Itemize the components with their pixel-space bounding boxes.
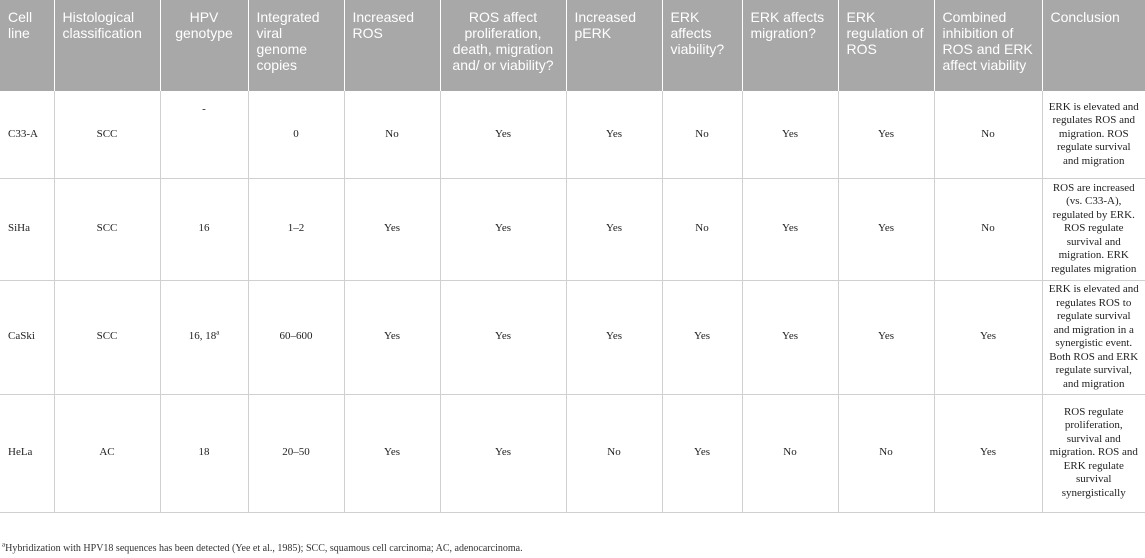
genome-copies: 20–50 <box>248 394 345 513</box>
header-cell-line: Cell line <box>0 0 55 91</box>
header-erk-migration: ERK affects migration? <box>742 0 839 91</box>
erk-migration: Yes <box>742 280 839 395</box>
erk-viability: No <box>662 178 743 281</box>
table-footnote: aHybridization with HPV18 sequences has … <box>2 540 523 554</box>
ros-affect: Yes <box>440 394 567 513</box>
combined-inhibition: Yes <box>934 394 1043 513</box>
genome-copies: 60–600 <box>248 280 345 395</box>
erk-viability: Yes <box>662 280 743 395</box>
header-conclusion: Conclusion <box>1042 0 1145 91</box>
combined-inhibition: No <box>934 178 1043 281</box>
cell-line: SiHa <box>0 178 55 281</box>
increased-perk: Yes <box>566 280 663 395</box>
conclusion: ROS are increased (vs. C33-A), regulated… <box>1042 178 1145 281</box>
header-row: Cell line Histological classification HP… <box>0 0 1145 91</box>
histology: AC <box>54 394 161 513</box>
genome-copies: 0 <box>248 91 345 179</box>
increased-perk: Yes <box>566 91 663 179</box>
erk-migration: Yes <box>742 178 839 281</box>
header-genome-copies: Integrated viral genome copies <box>248 0 345 91</box>
erk-migration: No <box>742 394 839 513</box>
histology: SCC <box>54 280 161 395</box>
hpv-genotype: 16 <box>160 178 249 281</box>
genotype-value: 16 <box>198 222 210 235</box>
erk-viability: No <box>662 91 743 179</box>
hpv-genotype: - <box>160 91 249 179</box>
ros-affect: Yes <box>440 178 567 281</box>
header-erk-ros: ERK regulation of ROS <box>838 0 935 91</box>
header-combined-inhibition: Combined inhibition of ROS and ERK affec… <box>934 0 1043 91</box>
conclusion: ROS regulate proliferation, survival and… <box>1042 394 1145 513</box>
header-histology: Histological classification <box>54 0 161 91</box>
increased-perk: Yes <box>566 178 663 281</box>
histology: SCC <box>54 178 161 281</box>
table-row: HeLa AC 18 20–50 Yes Yes No Yes No No Ye… <box>0 394 1145 513</box>
genotype-footnote-marker: a <box>216 328 220 337</box>
cell-line: CaSki <box>0 280 55 395</box>
erk-viability: Yes <box>662 394 743 513</box>
cell-line: C33-A <box>0 91 55 179</box>
conclusion: ERK is elevated and regulates ROS and mi… <box>1042 91 1145 179</box>
header-increased-perk: Increased pERK <box>566 0 663 91</box>
erk-ros: Yes <box>838 178 935 281</box>
hpv-genotype: 16, 18a <box>160 280 249 395</box>
genotype-value: 18 <box>198 446 210 459</box>
table-row: CaSki SCC 16, 18a 60–600 Yes Yes Yes Yes… <box>0 280 1145 395</box>
header-ros-affect: ROS affect proliferation, death, migrati… <box>440 0 567 91</box>
conclusion: ERK is elevated and regulates ROS to reg… <box>1042 280 1145 395</box>
header-increased-ros: Increased ROS <box>344 0 441 91</box>
increased-perk: No <box>566 394 663 513</box>
increased-ros: No <box>344 91 441 179</box>
header-erk-viability: ERK affects viability? <box>662 0 743 91</box>
erk-ros: Yes <box>838 91 935 179</box>
ros-affect: Yes <box>440 91 567 179</box>
hpv-genotype: 18 <box>160 394 249 513</box>
footnote-marker: a <box>2 540 6 549</box>
table-row: C33-A SCC - 0 No Yes Yes No Yes Yes No E… <box>0 91 1145 179</box>
table-row: SiHa SCC 16 1–2 Yes Yes Yes No Yes Yes N… <box>0 178 1145 281</box>
genome-copies: 1–2 <box>248 178 345 281</box>
results-table: Cell line Histological classification HP… <box>0 0 1145 513</box>
genotype-value: - <box>202 103 206 115</box>
erk-migration: Yes <box>742 91 839 179</box>
combined-inhibition: No <box>934 91 1043 179</box>
increased-ros: Yes <box>344 394 441 513</box>
combined-inhibition: Yes <box>934 280 1043 395</box>
histology: SCC <box>54 91 161 179</box>
erk-ros: No <box>838 394 935 513</box>
cell-line: HeLa <box>0 394 55 513</box>
increased-ros: Yes <box>344 178 441 281</box>
increased-ros: Yes <box>344 280 441 395</box>
erk-ros: Yes <box>838 280 935 395</box>
header-hpv-genotype: HPV genotype <box>160 0 249 91</box>
footnote-text: Hybridization with HPV18 sequences has b… <box>5 543 523 554</box>
genotype-value: 16, 18 <box>188 330 217 343</box>
ros-affect: Yes <box>440 280 567 395</box>
